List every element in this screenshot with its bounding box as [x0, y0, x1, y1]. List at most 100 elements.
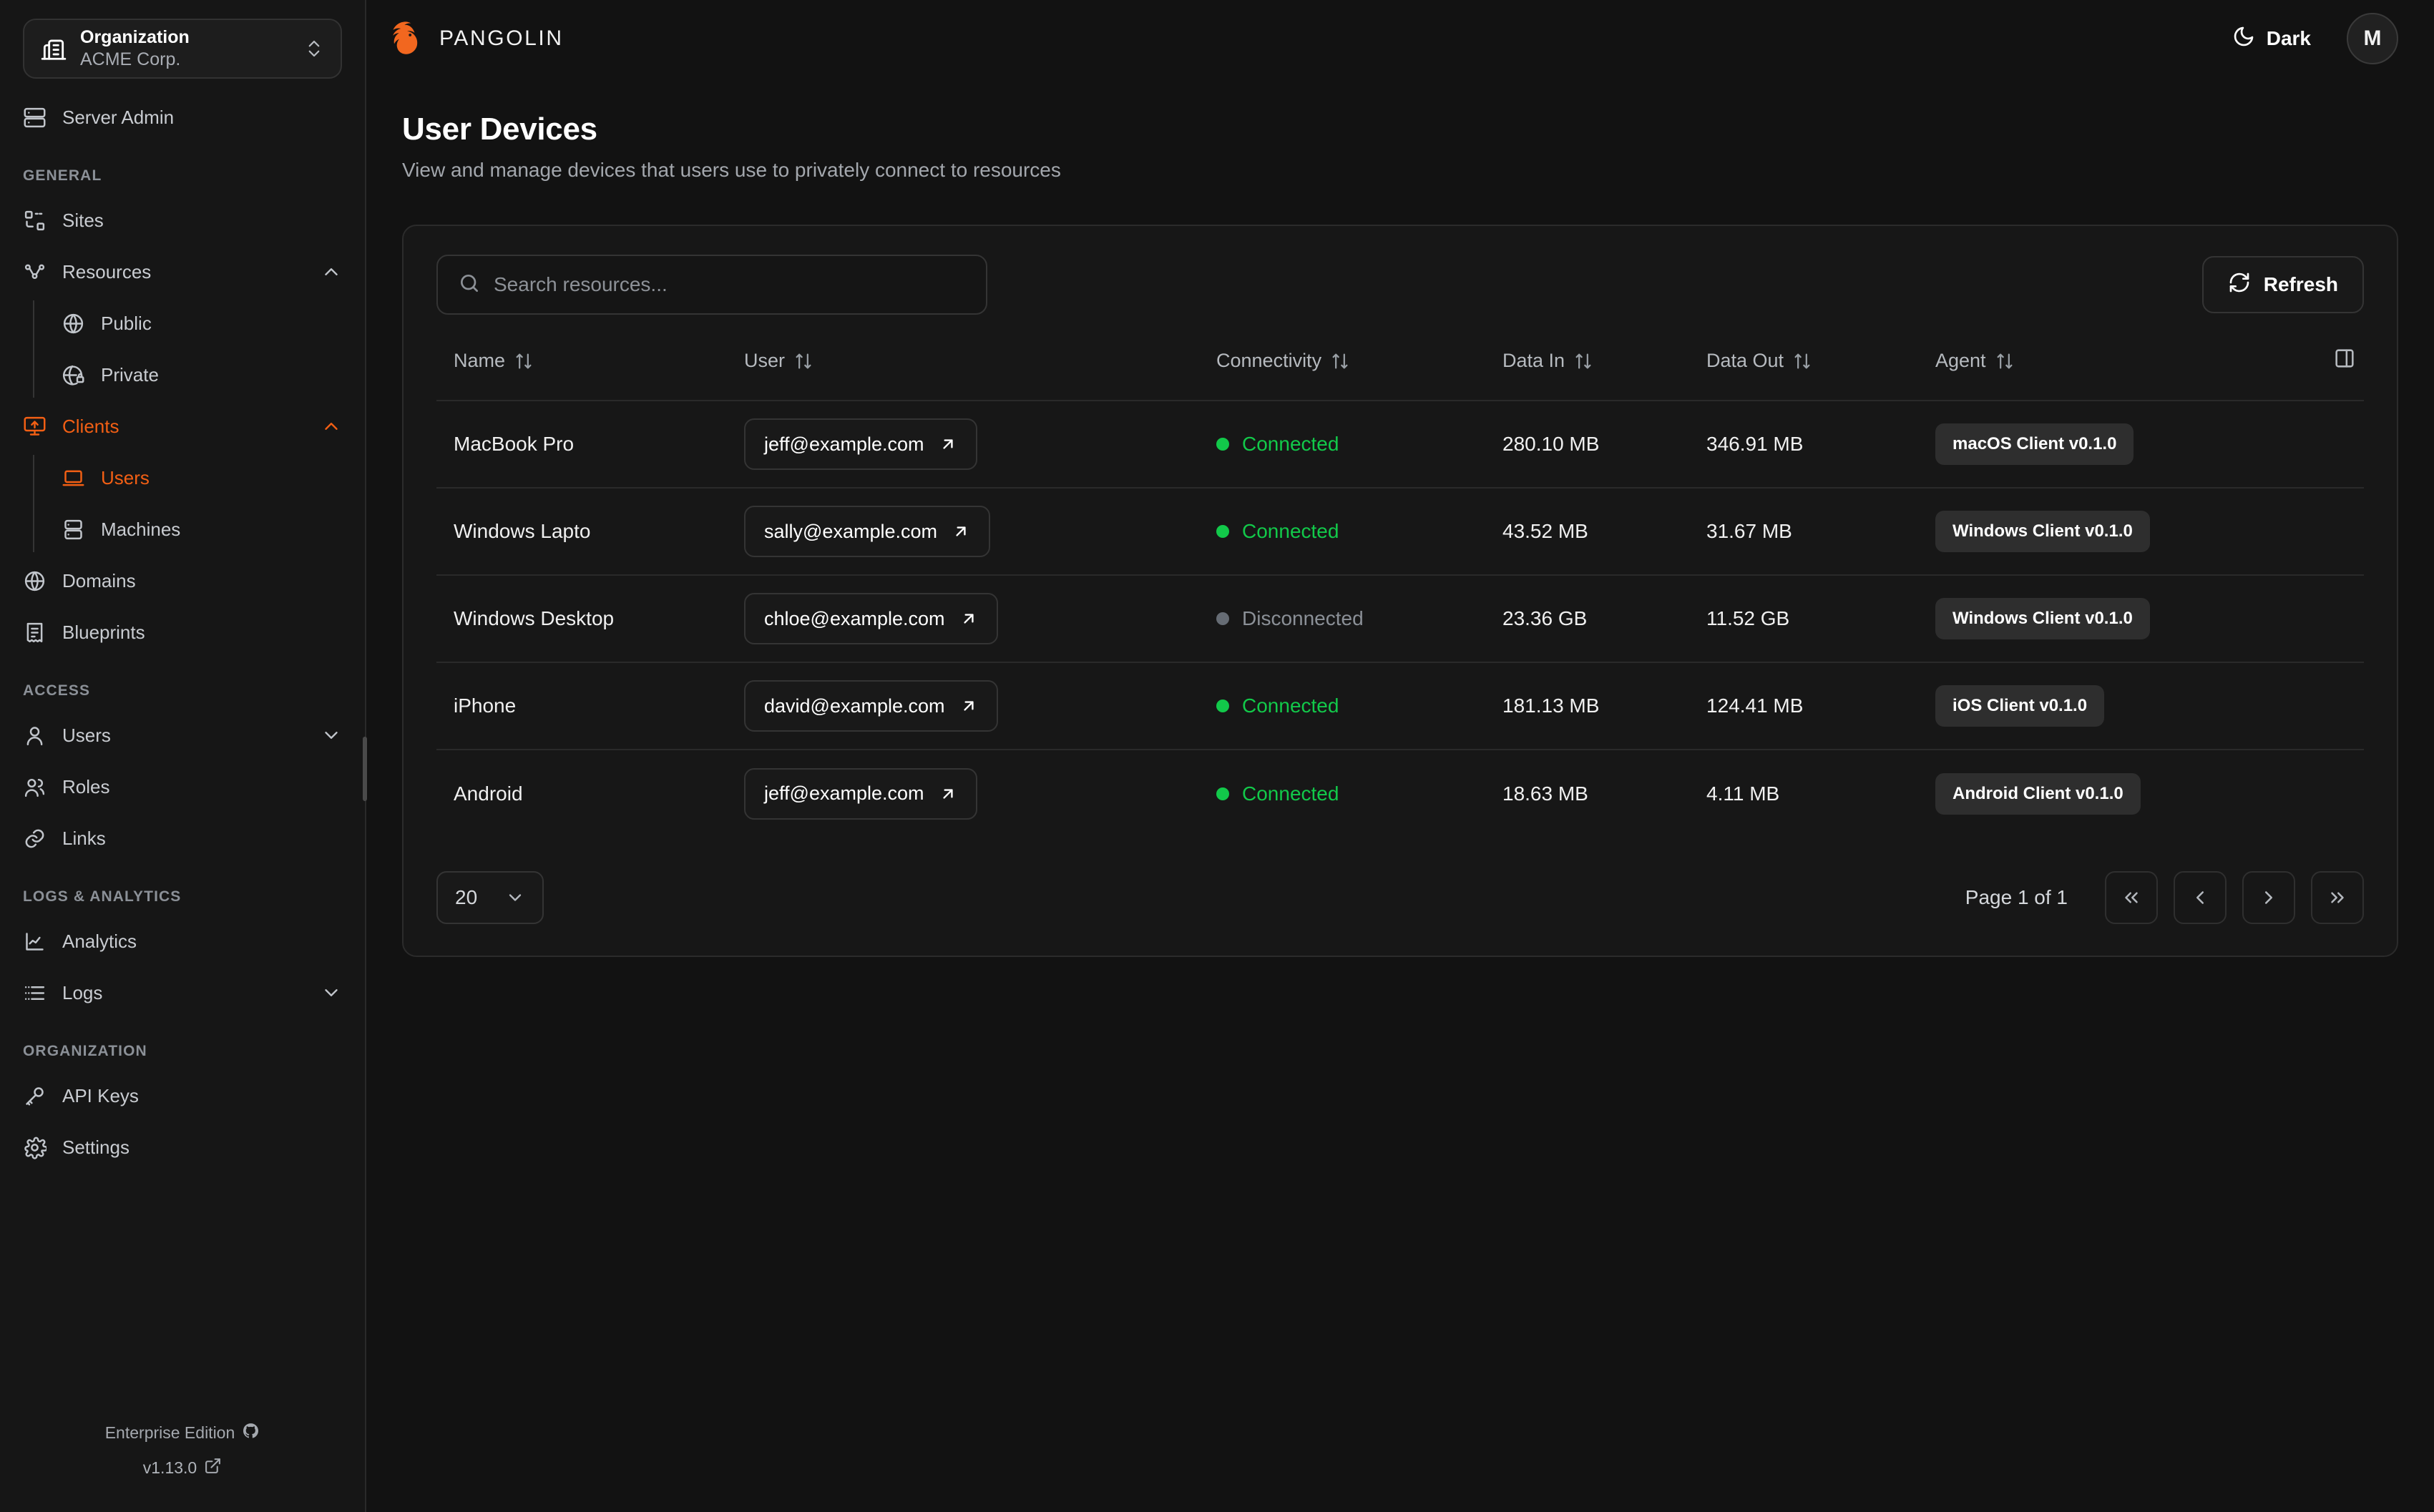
sidebar-item-users-access[interactable]: Users	[0, 710, 365, 761]
arrow-up-right-icon	[963, 701, 974, 711]
sort-icon[interactable]	[1573, 351, 1593, 371]
user-link-chip[interactable]: jeff@example.com	[744, 418, 977, 470]
column-header-data-in[interactable]: Data In	[1502, 346, 1706, 401]
sidebar-item-label: Blueprints	[62, 621, 145, 643]
user-link-chip[interactable]: chloe@example.com	[744, 593, 998, 644]
sidebar-item-private[interactable]: Private	[33, 349, 365, 401]
cell-user: sally@example.com	[744, 488, 1216, 575]
sidebar-item-api-keys[interactable]: API Keys	[0, 1070, 365, 1121]
sort-icon[interactable]	[1995, 351, 2015, 371]
search-box[interactable]	[436, 255, 987, 315]
theme-toggle-button[interactable]: Dark	[2224, 19, 2320, 59]
user-icon	[23, 724, 47, 747]
version-label: v1.13.0	[142, 1458, 197, 1477]
user-email: jeff@example.com	[764, 433, 924, 455]
version-link[interactable]: v1.13.0	[0, 1457, 365, 1479]
user-email: david@example.com	[764, 694, 945, 717]
sidebar-resize-handle[interactable]	[363, 737, 367, 801]
sidebar-item-machines[interactable]: Machines	[33, 504, 365, 555]
table-row[interactable]: Windows Desktop chloe@example.com	[436, 575, 2364, 662]
search-input[interactable]	[494, 273, 966, 296]
column-header-user[interactable]: User	[744, 346, 1216, 401]
table-row[interactable]: MacBook Pro jeff@example.com C	[436, 401, 2364, 488]
user-link-chip[interactable]: david@example.com	[744, 680, 998, 732]
sidebar-item-domains[interactable]: Domains	[0, 555, 365, 607]
column-header-connectivity[interactable]: Connectivity	[1216, 346, 1502, 401]
gear-icon	[23, 1136, 48, 1159]
cell-connectivity: Connected	[1216, 662, 1502, 750]
refresh-button[interactable]: Refresh	[2201, 256, 2364, 313]
user-link-chip[interactable]: sally@example.com	[744, 506, 990, 557]
table-row[interactable]: Android jeff@example.com Conne	[436, 750, 2364, 837]
cell-agent: Android Client v0.1.0	[1935, 750, 2299, 837]
sidebar-item-label: Server Admin	[62, 106, 175, 128]
edition-link[interactable]: Enterprise Edition	[0, 1422, 365, 1444]
page-indicator: Page 1 of 1	[1965, 886, 2068, 908]
columns-toggle-icon[interactable]	[2332, 346, 2357, 370]
column-header-name[interactable]: Name	[436, 346, 744, 401]
status-badge: Connected	[1216, 782, 1339, 805]
sort-icon[interactable]	[793, 351, 813, 371]
sidebar-item-blueprints[interactable]: Blueprints	[0, 607, 365, 658]
sidebar-item-server-admin[interactable]: Server Admin	[0, 92, 365, 143]
column-label-user: User	[744, 350, 786, 371]
user-link-chip[interactable]: jeff@example.com	[744, 767, 977, 820]
globe-icon	[23, 569, 47, 593]
user-email: chloe@example.com	[764, 607, 945, 629]
page-content: User Devices View and manage devices tha…	[366, 77, 2434, 957]
sort-icon[interactable]	[1792, 351, 1812, 371]
avatar[interactable]: M	[2347, 13, 2398, 64]
next-page-button[interactable]	[2242, 871, 2295, 924]
moon-icon	[2232, 25, 2255, 53]
previous-page-button[interactable]	[2174, 871, 2227, 924]
column-header-data-out[interactable]: Data Out	[1706, 346, 1935, 401]
column-header-agent[interactable]: Agent	[1935, 346, 2299, 401]
sidebar-item-sites[interactable]: Sites	[0, 195, 365, 246]
sidebar-item-clients[interactable]: Clients	[0, 401, 365, 452]
table-row[interactable]: Windows Lapto sally@example.com	[436, 488, 2364, 575]
status-badge: Connected	[1216, 520, 1339, 543]
sidebar-item-resources[interactable]: Resources	[0, 246, 365, 298]
organization-switcher[interactable]: Organization ACME Corp.	[23, 19, 342, 79]
sidebar-item-settings[interactable]: Settings	[0, 1121, 365, 1173]
sort-icon[interactable]	[514, 351, 534, 371]
brand-logo[interactable]: PANGOLIN	[386, 19, 564, 58]
key-icon	[23, 1084, 47, 1108]
theme-toggle-label: Dark	[2266, 27, 2311, 49]
column-label-data-out: Data Out	[1706, 350, 1784, 371]
sidebar-item-public[interactable]: Public	[33, 298, 365, 349]
chevron-left-icon	[2196, 891, 2204, 904]
chevron-right-icon	[2265, 891, 2272, 904]
sidebar-item-label: Domains	[62, 569, 136, 591]
sidebar-subgroup-clients: Users Machines	[33, 452, 365, 555]
last-page-button[interactable]	[2311, 871, 2364, 924]
cell-data-out: 346.91 MB	[1706, 433, 1804, 455]
page-size-select[interactable]: 20	[436, 871, 544, 924]
chevron-down-icon[interactable]	[321, 982, 342, 1003]
sidebar-item-users-clients[interactable]: Users	[33, 452, 365, 504]
sidebar-item-roles[interactable]: Roles	[0, 761, 365, 813]
status-dot-icon	[1216, 612, 1229, 625]
brand-name: PANGOLIN	[439, 26, 564, 50]
status-label: Connected	[1242, 782, 1339, 805]
users-icon	[23, 775, 47, 799]
chevron-up-icon[interactable]	[321, 416, 342, 437]
sort-icon[interactable]	[1330, 351, 1350, 371]
cell-connectivity: Disconnected	[1216, 575, 1502, 662]
globe-icon	[62, 312, 85, 335]
column-header-toggle-columns[interactable]	[2299, 346, 2364, 401]
cell-agent: iOS Client v0.1.0	[1935, 662, 2299, 750]
sites-icon	[23, 209, 47, 232]
table-row[interactable]: iPhone david@example.com Conne	[436, 662, 2364, 750]
sidebar-item-links[interactable]: Links	[0, 813, 365, 864]
chevron-down-icon[interactable]	[321, 725, 342, 746]
sidebar-item-logs[interactable]: Logs	[0, 967, 365, 1018]
page-subtitle: View and manage devices that users use t…	[402, 159, 1061, 181]
chevron-up-icon[interactable]	[321, 261, 342, 283]
devices-table: Name User	[436, 346, 2364, 837]
sidebar-item-label: Links	[62, 827, 106, 849]
page-title: User Devices	[402, 112, 597, 147]
first-page-button[interactable]	[2105, 871, 2158, 924]
sidebar-item-analytics[interactable]: Analytics	[0, 915, 365, 967]
